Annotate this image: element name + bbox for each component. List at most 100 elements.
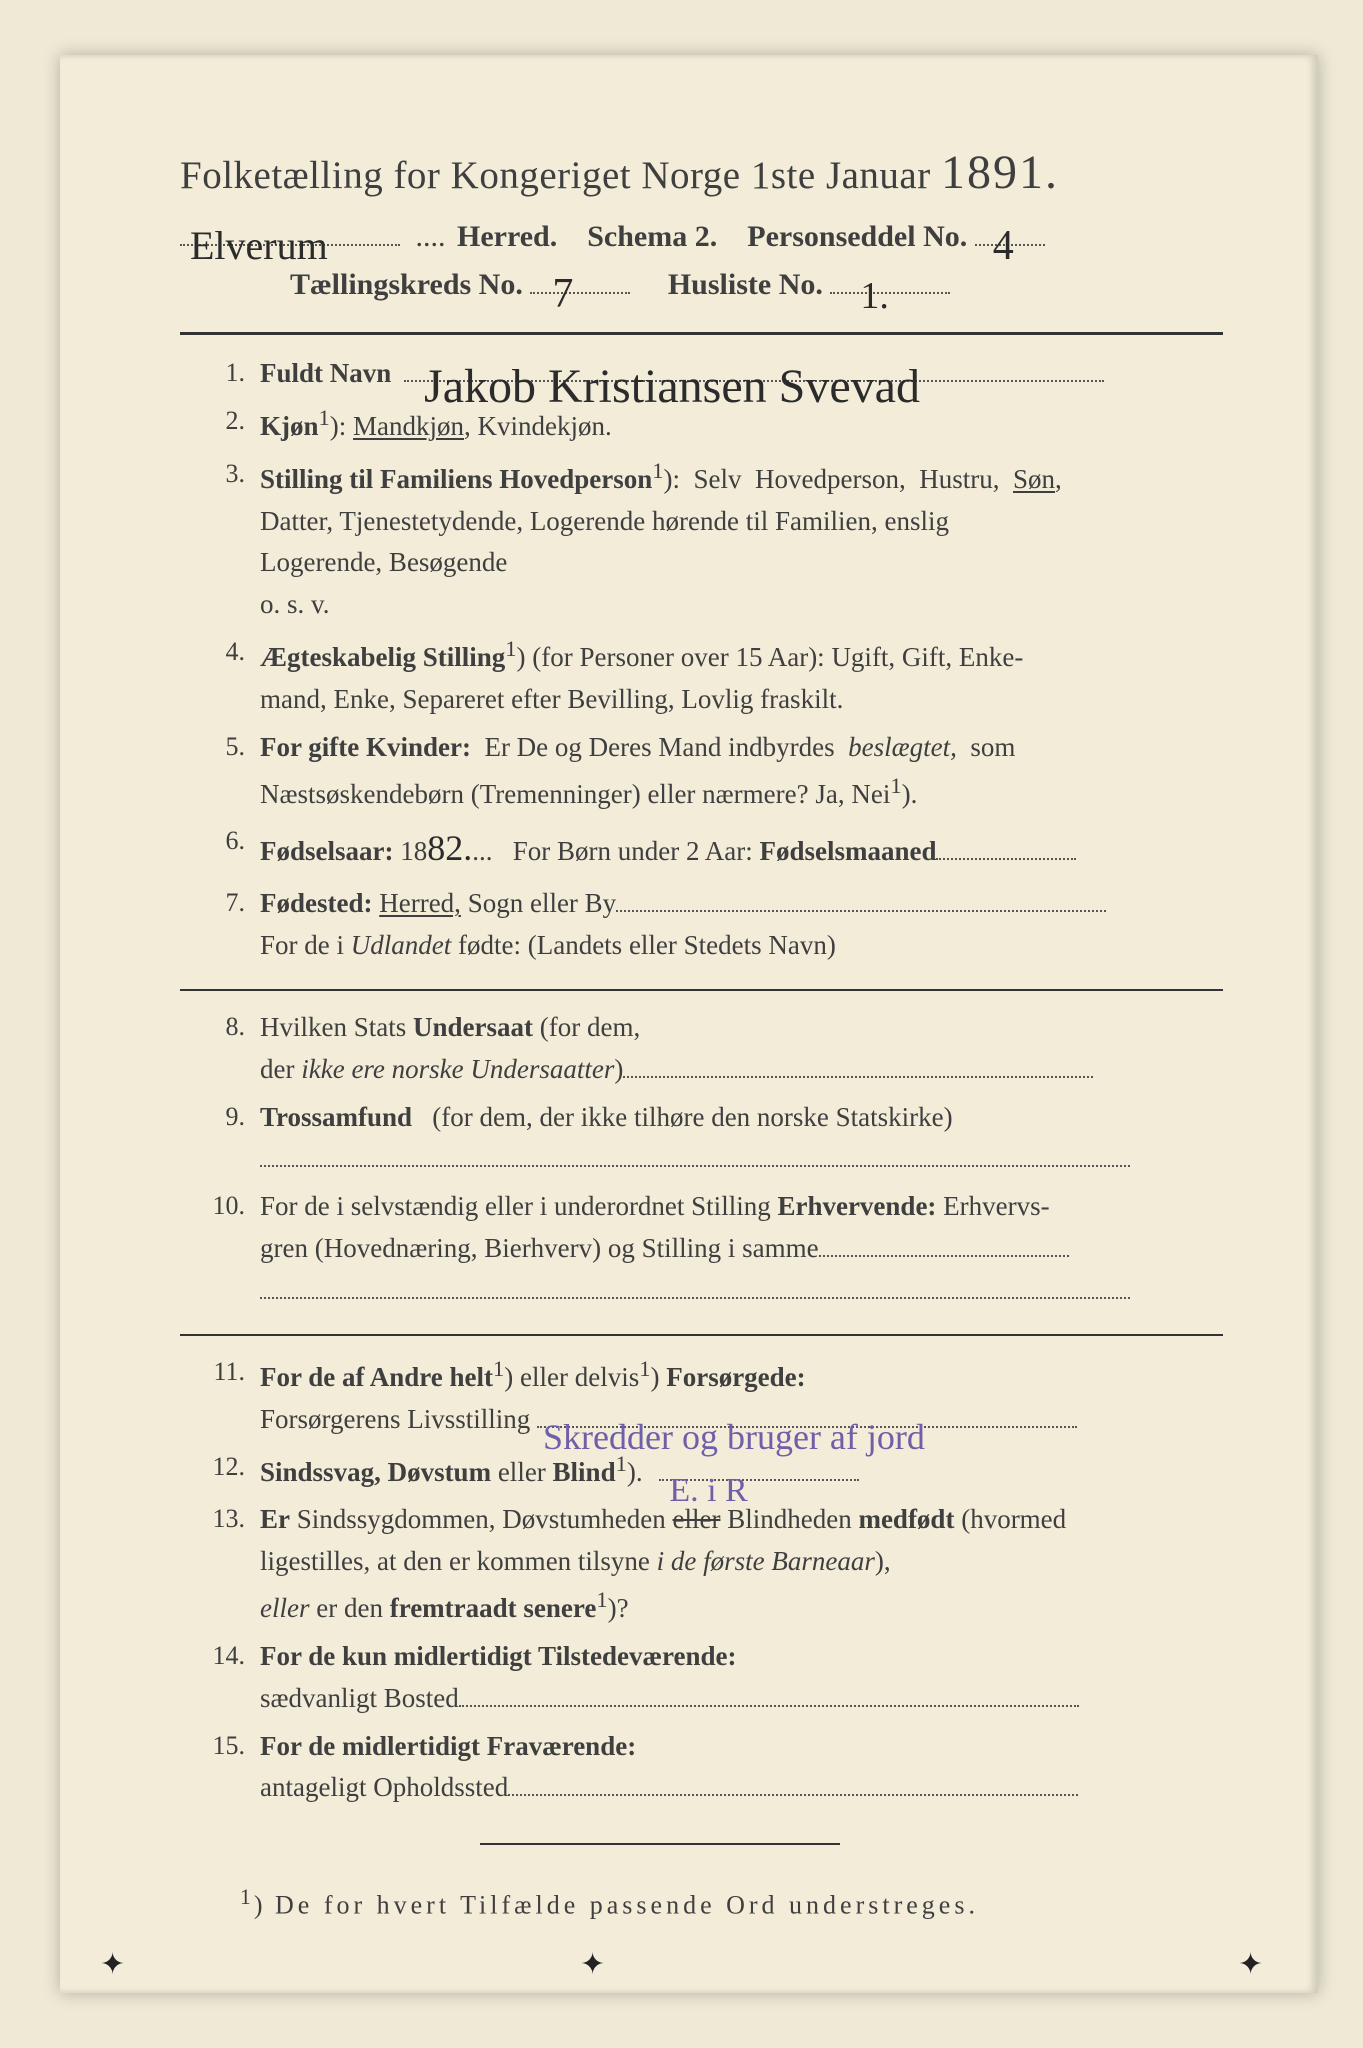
item-11-b: eller delvis [520, 1362, 639, 1392]
item-2-underlined: Mandkjøn [353, 411, 464, 441]
header-line-1: Elverum .... Herred. Schema 2. Personsed… [200, 220, 1223, 254]
item-2: 2. Kjøn1): Mandkjøn, Kvindekjøn. [200, 401, 1223, 448]
dots: .... [416, 220, 446, 253]
page-background: Folketælling for Kongeriget Norge 1ste J… [0, 0, 1363, 2048]
personseddel-label: Personseddel No. [747, 220, 967, 253]
item-8: 8. Hvilken Stats Undersaat (for dem, der… [200, 1007, 1223, 1091]
title: Folketælling for Kongeriget Norge 1ste J… [180, 145, 1223, 200]
item-10: 10. For de i selvstændig eller i underor… [200, 1186, 1223, 1312]
footnote-text: De for hvert Tilfælde passende Ord under… [275, 1891, 979, 1920]
item-num-13: 13. [200, 1499, 245, 1539]
tkreds-no: 7 [552, 270, 573, 318]
item-8-a: Hvilken Stats [260, 1012, 406, 1042]
punch-hole-mid: ✦ [580, 1947, 610, 1973]
item-4-sup: 1 [505, 636, 516, 661]
herred-field: Elverum [180, 244, 400, 246]
item-9: 9. Trossamfund (for dem, der ikke tilhør… [200, 1097, 1223, 1181]
item-6-year-prefix: 18 [400, 836, 427, 866]
item-6-born-b: Fødselsmaaned [759, 836, 936, 866]
item-4-label: Ægteskabelig Stilling [260, 642, 505, 672]
item-num-3: 3. [200, 454, 245, 494]
item-12-field: E. i R [659, 1479, 859, 1481]
item-11-c: Forsørgede: [666, 1362, 805, 1392]
item-5-line2: Næstsøskendebørn (Tremenninger) eller næ… [260, 779, 890, 809]
item-num-9: 9. [200, 1097, 245, 1137]
item-13-b: (hvormed [961, 1504, 1066, 1534]
item-15: 15. For de midlertidigt Fraværende: anta… [200, 1726, 1223, 1810]
item-10-fill2 [260, 1270, 1130, 1299]
item-6: 6. Fødselsaar: 1882.... For Børn under 2… [200, 821, 1223, 877]
item-7-underlined: Herred, [379, 888, 461, 918]
item-14-line2: sædvanligt Bosted [260, 1683, 459, 1713]
item-8-b: Undersaat [413, 1012, 533, 1042]
item-12: 12. Sindssvag, Døvstum eller Blind1). E.… [200, 1447, 1223, 1494]
item-2-label: Kjøn [260, 411, 319, 441]
item-12-rest: eller [498, 1457, 546, 1487]
item-3-underlined: Søn [1013, 464, 1055, 494]
footnote-sup: 1 [240, 1885, 254, 1909]
item-14-line1: For de kun midlertidigt Tilstedeværende: [260, 1641, 737, 1671]
item-13-b2: fremtraadt senere [390, 1593, 597, 1623]
item-5: 5. For gifte Kvinder: Er De og Deres Man… [200, 727, 1223, 816]
herred-label: Herred. [457, 220, 557, 253]
item-7-em: Udlandet [351, 930, 452, 960]
rule-footnote [480, 1843, 840, 1845]
item-6-born-label: For Børn under 2 Aar: [513, 836, 753, 866]
item-num-6: 6. [200, 821, 245, 861]
item-3: 3. Stilling til Familiens Hovedperson1):… [200, 454, 1223, 626]
item-num-2: 2. [200, 401, 245, 441]
item-13-line2b: ), [875, 1546, 891, 1576]
item-7: 7. Fødested: Herred, Sogn eller By For d… [200, 883, 1223, 967]
item-num-12: 12. [200, 1447, 245, 1487]
item-num-5: 5. [200, 727, 245, 767]
item-10-fill1 [819, 1228, 1069, 1257]
item-3-label: Stilling til Familiens Hovedperson [260, 464, 652, 494]
item-15-fill [508, 1767, 1078, 1796]
item-10-a: For de i selvstændig eller i underordnet… [260, 1191, 771, 1221]
item-13-b1: medfødt [858, 1504, 954, 1534]
item-num-11: 11. [200, 1352, 245, 1392]
item-12-sup: 1 [616, 1451, 627, 1476]
item-11-line2: Forsørgerens Livsstilling [260, 1404, 530, 1434]
item-2-sup: 1 [319, 405, 330, 430]
item-6-dots: ... [472, 836, 492, 866]
item-7-line2a: For de i [260, 930, 344, 960]
item-9-fill [260, 1138, 1130, 1167]
item-9-text: (for dem, der ikke tilhøre den norske St… [432, 1102, 952, 1132]
item-15-line1: For de midlertidigt Fraværende: [260, 1731, 636, 1761]
item-10-line2: gren (Hovednæring, Bierhverv) og Stillin… [260, 1233, 819, 1263]
item-5-line1: Er De og Deres Mand indbyrdes [484, 732, 834, 762]
title-year: 1891. [941, 146, 1059, 199]
form-items: 1. Fuldt Navn Jakob Kristiansen Svevad 2… [200, 353, 1223, 1809]
item-13-er: Er [260, 1504, 290, 1534]
item-num-4: 4. [200, 632, 245, 672]
schema-label: Schema 2. [587, 220, 717, 253]
item-11: 11. For de af Andre helt1) eller delvis1… [200, 1352, 1223, 1441]
item-4: 4. Ægteskabelig Stilling1) (for Personer… [200, 632, 1223, 721]
item-num-10: 10. [200, 1186, 245, 1226]
item-13-line3b: er den [316, 1593, 383, 1623]
rule-mid-2 [180, 1334, 1223, 1336]
item-13-em: i de første Barneaar [657, 1546, 875, 1576]
item-7-fill [616, 883, 1106, 912]
document-sheet: Folketælling for Kongeriget Norge 1ste J… [60, 55, 1318, 1993]
footnote: 1) De for hvert Tilfælde passende Ord un… [240, 1885, 1223, 1921]
item-6-fill [936, 831, 1076, 860]
item-num-8: 8. [200, 1007, 245, 1047]
husliste-no: 1. [860, 274, 889, 318]
item-1-label: Fuldt Navn [260, 358, 391, 388]
item-13-a: Sindssygdommen, Døvstumheden eller Blind… [297, 1504, 852, 1534]
title-prefix: Folketælling for Kongeriget Norge 1ste J… [180, 154, 931, 197]
item-13-line2a: ligestilles, at den er kommen tilsyne [260, 1546, 650, 1576]
item-3-line4: o. s. v. [260, 589, 330, 619]
item-num-14: 14. [200, 1636, 245, 1676]
item-14: 14. For de kun midlertidigt Tilstedevære… [200, 1636, 1223, 1720]
item-5-em: beslægtet, [848, 732, 957, 762]
rule-top [180, 332, 1223, 335]
item-7-rest: Sogn eller By [468, 888, 617, 918]
item-8-fill [623, 1049, 1093, 1078]
punch-hole-left: ✦ [100, 1947, 130, 1973]
tkreds-field: 7 [530, 292, 630, 294]
personseddel-field: 4 [975, 244, 1045, 246]
header-line-2: Tællingskreds No. 7 Husliste No. 1. [290, 268, 1223, 302]
